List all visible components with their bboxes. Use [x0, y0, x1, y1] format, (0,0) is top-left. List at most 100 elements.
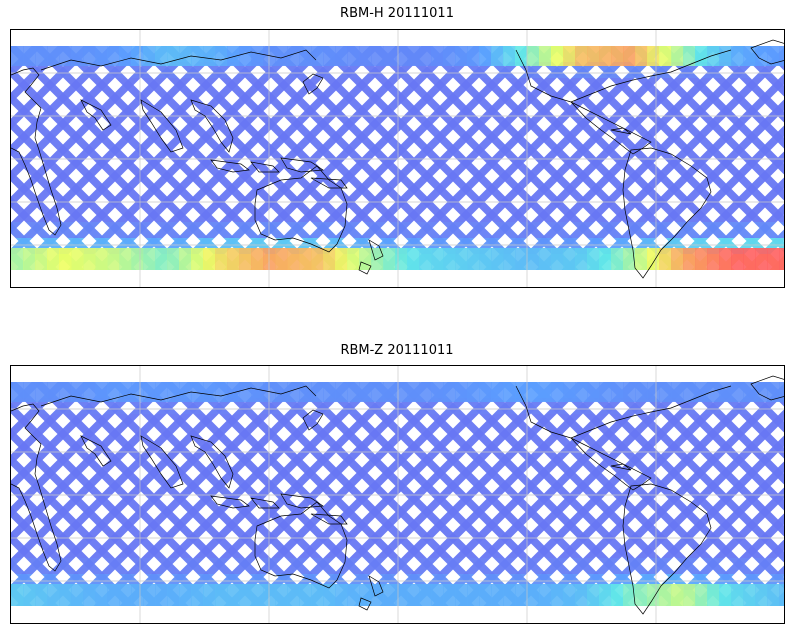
orbit-swath-segment — [193, 414, 221, 430]
orbit-swath-segment — [773, 190, 784, 201]
map-panel-rbm-h — [10, 29, 785, 288]
panel-title-rbm-z: RBM-Z 20111011 — [340, 343, 454, 358]
polar-band-cell — [395, 584, 408, 606]
polar-band-cell — [131, 46, 144, 66]
polar-band-cell — [551, 584, 564, 606]
orbit-swath-segment — [165, 542, 193, 558]
polar-band-cell — [683, 382, 696, 402]
orbit-swath-segment — [469, 94, 497, 110]
orbit-swath-segment — [53, 94, 81, 110]
orbit-swath-segment — [531, 78, 559, 94]
orbit-swath-segment — [389, 222, 417, 238]
orbit-swath-segment — [113, 542, 141, 558]
orbit-swath-segment — [103, 558, 131, 574]
orbit-swath-segment — [443, 430, 471, 446]
orbit-swath-segment — [583, 78, 611, 94]
orbit-swath-segment — [363, 222, 391, 238]
graticule — [11, 30, 784, 287]
orbit-swath-segment — [347, 206, 375, 222]
orbit-swath-segment — [557, 78, 585, 94]
orbit-swath-segment — [521, 430, 549, 446]
orbit-swath-segment — [763, 206, 784, 222]
orbit-swath-segment — [375, 78, 403, 94]
polar-band-cell — [119, 46, 132, 66]
orbit-swath-segment — [219, 78, 247, 94]
orbit-swath-segment — [49, 142, 77, 158]
orbit-swath-segment — [225, 446, 253, 462]
coastline-path — [302, 73, 324, 95]
polar-band-cell — [659, 584, 672, 606]
polar-band-cell — [743, 382, 756, 402]
orbit-swath-segment — [129, 558, 157, 574]
orbit-swath-segment — [711, 542, 739, 558]
polar-band-cell — [335, 584, 348, 606]
coastline-path — [622, 147, 712, 279]
polar-band-cell — [755, 382, 768, 402]
orbit-swath-segment — [651, 94, 679, 110]
orbit-swath-segment — [727, 222, 755, 238]
polar-band-cell — [215, 382, 228, 402]
orbit-swath-segment — [667, 110, 695, 126]
orbit-swath-segment — [169, 494, 197, 510]
orbit-swath-segment — [261, 430, 289, 446]
orbit-swath-segment — [11, 78, 39, 94]
polar-band-cell — [383, 46, 396, 66]
orbit-swath-segment — [393, 174, 421, 190]
orbit-swath-segment — [27, 94, 55, 110]
polar-band-cell — [59, 584, 72, 606]
orbit-swath-segment — [657, 462, 685, 478]
polar-band-cell — [647, 584, 660, 606]
orbit-swath-segment — [761, 462, 784, 478]
orbit-swath-segment — [761, 126, 784, 142]
orbit-swath-segment — [375, 414, 403, 430]
orbit-swath-segment — [251, 110, 279, 126]
orbit-swath-segment — [727, 558, 755, 574]
orbit-swath-segment — [725, 478, 753, 494]
orbit-swath-segment — [13, 158, 41, 174]
orbit-swath-segment — [367, 174, 395, 190]
orbit-swath-segment — [777, 142, 784, 149]
orbit-swath-segment — [677, 430, 705, 446]
orbit-swath-segment — [77, 558, 105, 574]
polar-band-cell — [107, 382, 120, 402]
orbit-swath-segment — [455, 158, 483, 174]
polar-band-cell — [647, 382, 660, 402]
polar-band-cell — [299, 584, 312, 606]
orbit-swath-segment — [417, 430, 445, 446]
polar-band-cell — [539, 46, 552, 66]
orbit-swath-segment — [465, 478, 493, 494]
coastlines — [11, 375, 784, 615]
orbit-swath-segment — [705, 174, 733, 190]
orbit-swath-segment — [11, 428, 13, 430]
orbit-swath-segment — [147, 446, 175, 462]
orbit-swath-segment — [341, 174, 369, 190]
orbit-swath-segment — [689, 494, 717, 510]
orbit-swath-segment — [33, 126, 61, 142]
orbit-swath-segment — [579, 462, 607, 478]
orbit-swath-segment — [237, 510, 265, 526]
orbit-swath-segment — [173, 446, 201, 462]
orbit-swath-segment — [485, 446, 513, 462]
orbit-swath-segment — [783, 461, 784, 462]
orbit-swath-segment — [215, 126, 243, 142]
polar-band-cell — [443, 46, 456, 66]
orbit-swath-segment — [79, 94, 107, 110]
orbit-swath-segment — [397, 126, 425, 142]
orbit-swath-segment — [609, 414, 637, 430]
polar-band-cell — [287, 46, 300, 66]
polar-band-cell — [431, 382, 444, 402]
polar-band-cell — [11, 248, 24, 270]
orbit-swath-segment — [11, 196, 21, 206]
orbit-swath-segment — [59, 126, 87, 142]
orbit-swath-segment — [751, 478, 779, 494]
orbit-tracks — [11, 46, 784, 270]
orbit-swath-segment — [315, 174, 343, 190]
polar-band-cell — [611, 46, 624, 66]
orbit-swath-segment — [371, 462, 399, 478]
orbit-swath-segment — [339, 94, 367, 110]
orbit-swath-segment — [679, 174, 707, 190]
polar-band-cell — [479, 248, 492, 270]
polar-band-cell — [539, 584, 552, 606]
orbit-swath-segment — [781, 203, 784, 206]
orbit-swath-segment — [75, 478, 103, 494]
